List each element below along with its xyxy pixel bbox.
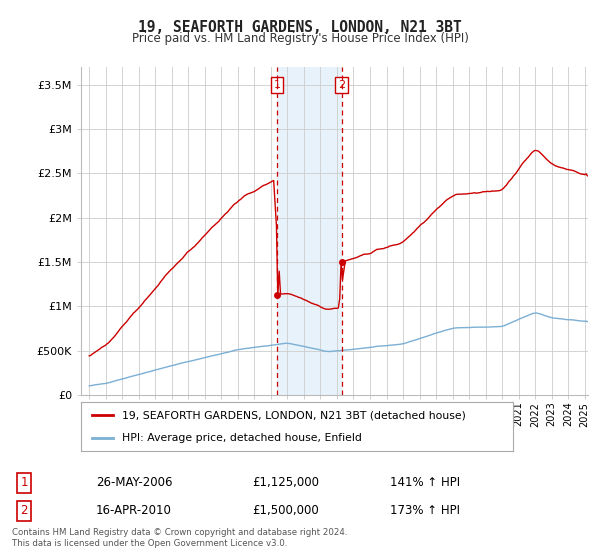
Text: 19, SEAFORTH GARDENS, LONDON, N21 3BT (detached house): 19, SEAFORTH GARDENS, LONDON, N21 3BT (d… [122, 410, 466, 421]
Text: £1,125,000: £1,125,000 [252, 476, 319, 489]
Text: 19, SEAFORTH GARDENS, LONDON, N21 3BT: 19, SEAFORTH GARDENS, LONDON, N21 3BT [138, 20, 462, 35]
Text: 2: 2 [20, 504, 28, 517]
Text: 1: 1 [274, 80, 281, 90]
Text: 2: 2 [338, 80, 346, 90]
Bar [277, 67, 342, 395]
Text: 16-APR-2010: 16-APR-2010 [96, 504, 172, 517]
Text: 141% ↑ HPI: 141% ↑ HPI [390, 476, 460, 489]
Text: Price paid vs. HM Land Registry's House Price Index (HPI): Price paid vs. HM Land Registry's House … [131, 32, 469, 45]
Text: 173% ↑ HPI: 173% ↑ HPI [390, 504, 460, 517]
Text: HPI: Average price, detached house, Enfield: HPI: Average price, detached house, Enfi… [122, 433, 362, 444]
Text: 1: 1 [20, 476, 28, 489]
Text: £1,500,000: £1,500,000 [252, 504, 319, 517]
Text: 26-MAY-2006: 26-MAY-2006 [96, 476, 173, 489]
Text: Contains HM Land Registry data © Crown copyright and database right 2024.
This d: Contains HM Land Registry data © Crown c… [12, 528, 347, 548]
